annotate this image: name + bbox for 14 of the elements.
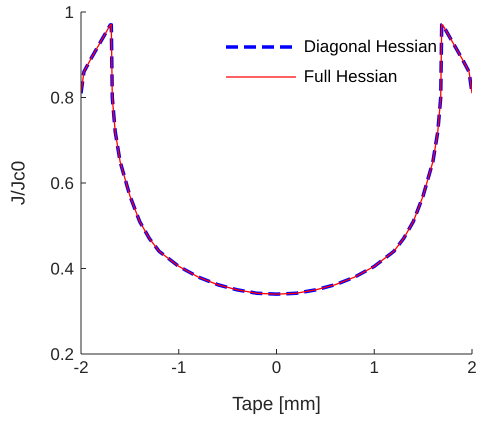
x-axis-title: Tape [mm]	[232, 394, 321, 415]
y-tick-label: 0.6	[50, 174, 74, 194]
legend-label: Full Hessian	[304, 67, 398, 87]
x-tick-label: 1	[370, 358, 379, 378]
legend-label: Diagonal Hessian	[304, 37, 437, 57]
x-tick-label: 2	[467, 358, 477, 378]
y-tick-label: 1	[64, 3, 74, 22]
x-tick-label: -1	[171, 358, 186, 378]
x-tick-label: 0	[272, 358, 282, 378]
y-tick-label: 0.4	[50, 260, 74, 279]
y-tick-label: 0.2	[50, 345, 74, 364]
y-axis-title: J/Jc0	[8, 160, 30, 206]
y-tick-label: 0.8	[50, 88, 74, 108]
x-tick-label: -2	[73, 358, 89, 378]
